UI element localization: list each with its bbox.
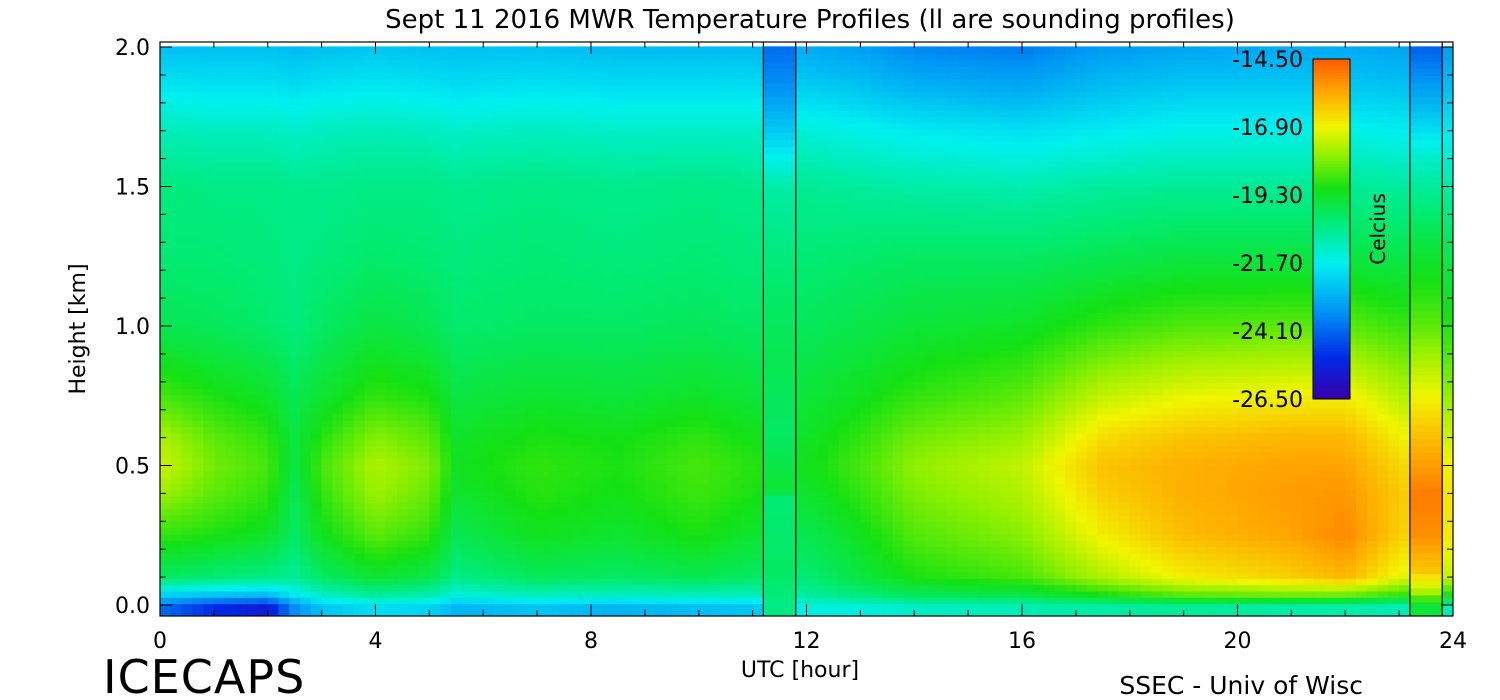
heatmap-cell [322,46,333,54]
heatmap-cell [419,46,430,54]
heatmap-cell [699,46,710,54]
heatmap-cell [559,46,570,54]
heatmap-cell [505,46,516,54]
heatmap-cell [279,46,290,54]
heatmap-cell [203,46,214,54]
heatmap-cell [580,46,591,54]
heatmap-cell [408,46,419,54]
heatmap-cell [742,46,753,54]
heatmap-cell [656,46,667,54]
heatmap-cell [386,46,397,54]
chart-title: Sept 11 2016 MWR Temperature Profiles (l… [385,5,1235,35]
heatmap-cell [472,46,483,54]
heatmap-cell [623,46,634,54]
heatmap-cell [235,46,246,54]
heatmap-cell [613,46,624,54]
heatmap-cell [677,46,688,54]
heatmap-cell [537,46,548,54]
heatmap-cell [634,46,645,54]
heatmap-cell [343,46,354,54]
heatmap-cell [311,46,322,54]
heatmap-cell [526,46,537,54]
heatmap-cell [289,46,300,54]
heatmap-cell [376,46,387,54]
heatmap-cell [257,46,268,54]
heatmap-cell [182,46,193,54]
heatmap-cell [462,46,473,54]
heatmap-cell [591,46,602,54]
heatmap-cell [332,46,343,54]
heatmap-cell [731,46,742,54]
heatmap-cell [569,46,580,54]
heatmap-cell [171,46,182,54]
heatmap-cell [246,46,257,54]
heatmap-cell [688,46,699,54]
heatmap-cell [225,46,236,54]
heatmap-cell [602,46,613,54]
heatmap-cell [451,46,462,54]
heatmap-cell [160,46,171,54]
heatmap-cell [494,46,505,54]
heatmap-cell [429,46,440,54]
heatmap-cell [516,46,527,54]
heatmap-cell [483,46,494,54]
heatmap-cell [720,46,731,54]
heatmap-cell [710,46,721,54]
heatmap-cell [214,46,225,54]
heatmap-cell [666,46,677,54]
heatmap-cell [268,46,279,54]
heatmap-cell [354,46,365,54]
heatmap-cell [192,46,203,54]
heatmap-cell [548,46,559,54]
heatmap-cell [440,46,451,54]
heatmap-cell [300,46,311,54]
heatmap-cell [645,46,656,54]
heatmap-cell [397,46,408,54]
heatmap-cell [365,46,376,54]
